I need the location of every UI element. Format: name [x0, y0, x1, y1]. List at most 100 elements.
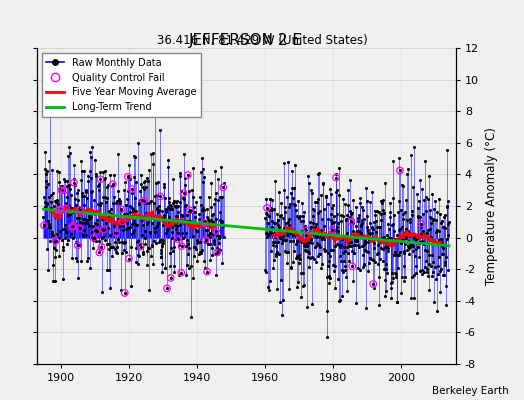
Point	[110, 220, 118, 226]
Point	[200, 173, 208, 180]
Point	[184, 240, 192, 247]
Point	[365, 236, 373, 242]
Point	[134, 140, 142, 146]
Point	[404, 166, 412, 173]
Point	[91, 237, 100, 243]
Point	[180, 196, 188, 202]
Point	[325, 233, 333, 240]
Point	[344, 202, 353, 208]
Point	[333, 241, 342, 248]
Point	[358, 242, 366, 249]
Point	[440, 224, 448, 230]
Point	[201, 218, 210, 224]
Point	[443, 266, 452, 273]
Point	[274, 222, 282, 228]
Point	[325, 186, 334, 192]
Point	[272, 243, 280, 250]
Point	[60, 187, 68, 193]
Point	[125, 255, 133, 262]
Point	[162, 230, 170, 237]
Point	[276, 234, 284, 240]
Point	[405, 250, 413, 257]
Point	[52, 196, 61, 203]
Point	[418, 238, 427, 244]
Point	[101, 168, 109, 174]
Point	[95, 238, 103, 244]
Point	[441, 212, 450, 218]
Point	[444, 198, 452, 204]
Point	[308, 254, 316, 260]
Point	[351, 237, 359, 243]
Point	[145, 167, 154, 174]
Point	[396, 226, 405, 232]
Point	[176, 170, 184, 176]
Point	[187, 223, 195, 229]
Point	[171, 213, 180, 219]
Point	[366, 235, 375, 242]
Point	[134, 238, 143, 244]
Point	[123, 211, 131, 218]
Point	[160, 194, 169, 201]
Point	[42, 171, 50, 178]
Point	[113, 243, 122, 250]
Point	[437, 220, 445, 226]
Point	[430, 299, 438, 305]
Point	[198, 247, 206, 253]
Point	[352, 204, 360, 210]
Point	[206, 230, 214, 236]
Point	[96, 176, 104, 182]
Point	[349, 228, 357, 234]
Point	[98, 216, 106, 223]
Point	[94, 200, 103, 207]
Point	[135, 200, 143, 206]
Point	[86, 234, 94, 240]
Text: 36.416 N, 81.429 W (United States): 36.416 N, 81.429 W (United States)	[157, 34, 367, 47]
Point	[350, 242, 358, 248]
Point	[398, 224, 406, 230]
Point	[278, 236, 287, 242]
Point	[93, 229, 102, 235]
Point	[62, 205, 70, 212]
Point	[79, 216, 87, 222]
Point	[428, 272, 436, 279]
Point	[287, 190, 295, 196]
Point	[271, 251, 280, 258]
Point	[62, 241, 71, 248]
Point	[374, 241, 382, 248]
Point	[173, 223, 181, 230]
Point	[290, 248, 298, 254]
Point	[384, 245, 392, 251]
Point	[196, 169, 205, 175]
Point	[76, 242, 84, 248]
Point	[280, 186, 288, 193]
Point	[379, 210, 388, 216]
Point	[118, 218, 127, 224]
Point	[311, 224, 319, 230]
Point	[320, 236, 328, 242]
Point	[195, 251, 204, 257]
Point	[442, 203, 451, 210]
Point	[353, 228, 362, 234]
Point	[180, 150, 189, 157]
Point	[399, 211, 408, 218]
Point	[296, 255, 304, 262]
Point	[410, 144, 418, 150]
Point	[122, 248, 130, 255]
Point	[427, 215, 435, 222]
Point	[143, 248, 151, 254]
Point	[406, 216, 414, 223]
Point	[81, 188, 90, 195]
Point	[100, 226, 108, 233]
Point	[324, 258, 333, 265]
Point	[101, 236, 109, 243]
Point	[86, 214, 95, 220]
Point	[179, 195, 187, 201]
Text: Berkeley Earth: Berkeley Earth	[432, 386, 508, 396]
Point	[429, 259, 438, 266]
Point	[351, 242, 359, 249]
Point	[132, 244, 140, 251]
Point	[118, 227, 127, 234]
Point	[388, 278, 396, 285]
Point	[56, 185, 64, 192]
Point	[143, 175, 151, 181]
